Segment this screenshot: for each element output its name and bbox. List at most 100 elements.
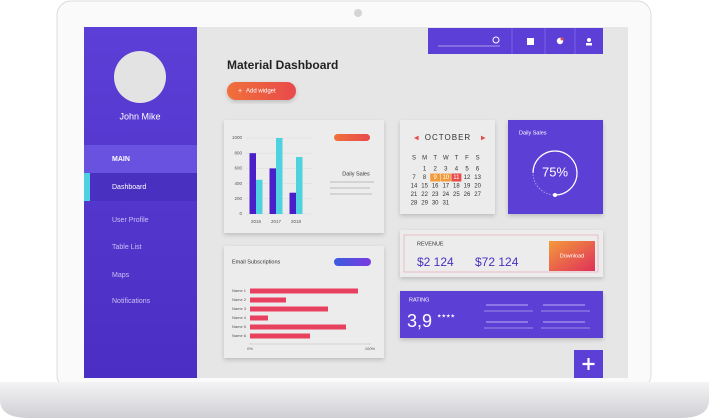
date[interactable]: 28 [411, 201, 418, 207]
weekday: W [443, 156, 449, 162]
rating-value: 3,9 [407, 311, 432, 331]
date[interactable]: 25 [453, 192, 460, 198]
menu-item[interactable]: Table List [112, 244, 142, 251]
date[interactable]: 5 [465, 167, 469, 173]
menu-item[interactable]: Maps [112, 272, 130, 279]
bar [289, 192, 296, 214]
date[interactable]: 1 [423, 167, 427, 173]
category-label: Name 3 [232, 306, 247, 311]
date[interactable]: 14 [411, 184, 418, 190]
date[interactable]: 15 [421, 184, 428, 190]
date[interactable]: 6 [476, 167, 480, 173]
user-icon[interactable] [586, 43, 592, 46]
bar [250, 333, 310, 339]
weekday: T [433, 156, 437, 162]
gauge-title: Daily Sales [519, 130, 547, 136]
date[interactable]: 16 [432, 184, 439, 190]
y-tick-label: 800 [234, 150, 242, 155]
legend-pill [334, 258, 371, 266]
apps-icon[interactable] [527, 38, 534, 45]
x-tick-label: 2017 [271, 219, 282, 224]
date[interactable]: 21 [411, 192, 418, 198]
category-label: Name 5 [232, 324, 247, 329]
bar [250, 315, 268, 321]
download-button[interactable] [549, 241, 595, 271]
date[interactable]: 24 [442, 192, 449, 198]
plus-icon [582, 358, 595, 370]
active-item-bg [84, 173, 197, 201]
date[interactable]: 10 [442, 175, 449, 181]
weekday: F [465, 156, 469, 162]
date[interactable]: 20 [474, 184, 481, 190]
weekday: M [422, 156, 427, 162]
download-label: Download [560, 253, 584, 259]
date[interactable]: 18 [453, 184, 460, 190]
bar [276, 138, 283, 214]
date[interactable]: 7 [412, 175, 416, 181]
menu-item[interactable]: Dashboard [112, 184, 146, 191]
y-tick-label: 200 [234, 196, 242, 201]
calendar-card [400, 120, 495, 214]
section-band [84, 145, 197, 173]
x-tick-label: 2018 [291, 219, 302, 224]
date[interactable]: 26 [464, 192, 471, 198]
add-widget-button[interactable] [227, 82, 296, 100]
badge [560, 37, 564, 41]
date[interactable]: 3 [444, 167, 448, 173]
bar [250, 324, 346, 330]
x-tick-label: 0% [247, 346, 253, 351]
date[interactable]: 30 [432, 201, 439, 207]
rating-title: RATING [409, 297, 429, 303]
date[interactable]: 4 [455, 167, 459, 173]
rating-items [484, 304, 590, 329]
rating-stars: ★★★★ [437, 313, 455, 319]
camera [354, 9, 362, 17]
date[interactable]: 2 [434, 167, 438, 173]
revenue-frame [403, 234, 599, 273]
category-label: Name 6 [232, 333, 247, 338]
page-title: Material Dashboard [227, 58, 338, 72]
selected-bg [430, 173, 441, 182]
date[interactable]: 13 [474, 175, 481, 181]
plus: + [238, 88, 242, 95]
today-bg [451, 173, 462, 182]
bar [250, 297, 286, 303]
menu-item[interactable]: User Profile [112, 217, 149, 224]
date[interactable]: 8 [423, 175, 427, 181]
gauge-card [508, 120, 603, 214]
date[interactable]: 27 [474, 192, 481, 198]
search-icon[interactable] [492, 36, 500, 44]
legend-pill [334, 134, 370, 141]
user-name: John Mike [119, 111, 160, 121]
date[interactable]: 17 [442, 184, 449, 190]
y-tick-label: 600 [234, 166, 242, 171]
menu-item[interactable]: Notifications [112, 298, 151, 305]
y-tick-label: 400 [234, 181, 242, 186]
revenue-title: REVENUE [417, 241, 444, 247]
gauge-knob [553, 193, 557, 197]
date[interactable]: 11 [453, 175, 460, 181]
date[interactable]: 31 [442, 201, 449, 207]
active-indicator [84, 173, 90, 201]
bar [256, 179, 263, 214]
date[interactable]: 9 [434, 175, 438, 181]
hbar-title: Email Subscriptions [232, 259, 281, 265]
y-tick-label: 1000 [232, 135, 243, 140]
date[interactable]: 22 [421, 192, 428, 198]
prev-month[interactable]: ◀ [414, 136, 419, 142]
month: OCTOBER [425, 133, 471, 142]
date[interactable]: 12 [464, 175, 471, 181]
chart-title: Daily Sales [342, 171, 370, 177]
date[interactable]: 29 [421, 201, 428, 207]
date[interactable]: 19 [464, 184, 471, 190]
section-label: MAIN [112, 156, 130, 163]
revenue-value: $72 124 [475, 255, 519, 269]
user-icon[interactable] [587, 38, 591, 42]
date[interactable]: 23 [432, 192, 439, 198]
button-label: Add widget [246, 89, 276, 95]
bar [296, 157, 303, 214]
laptop-base [0, 382, 709, 418]
next-month[interactable]: ▶ [481, 136, 486, 142]
gauge-label: 75% [542, 164, 568, 179]
